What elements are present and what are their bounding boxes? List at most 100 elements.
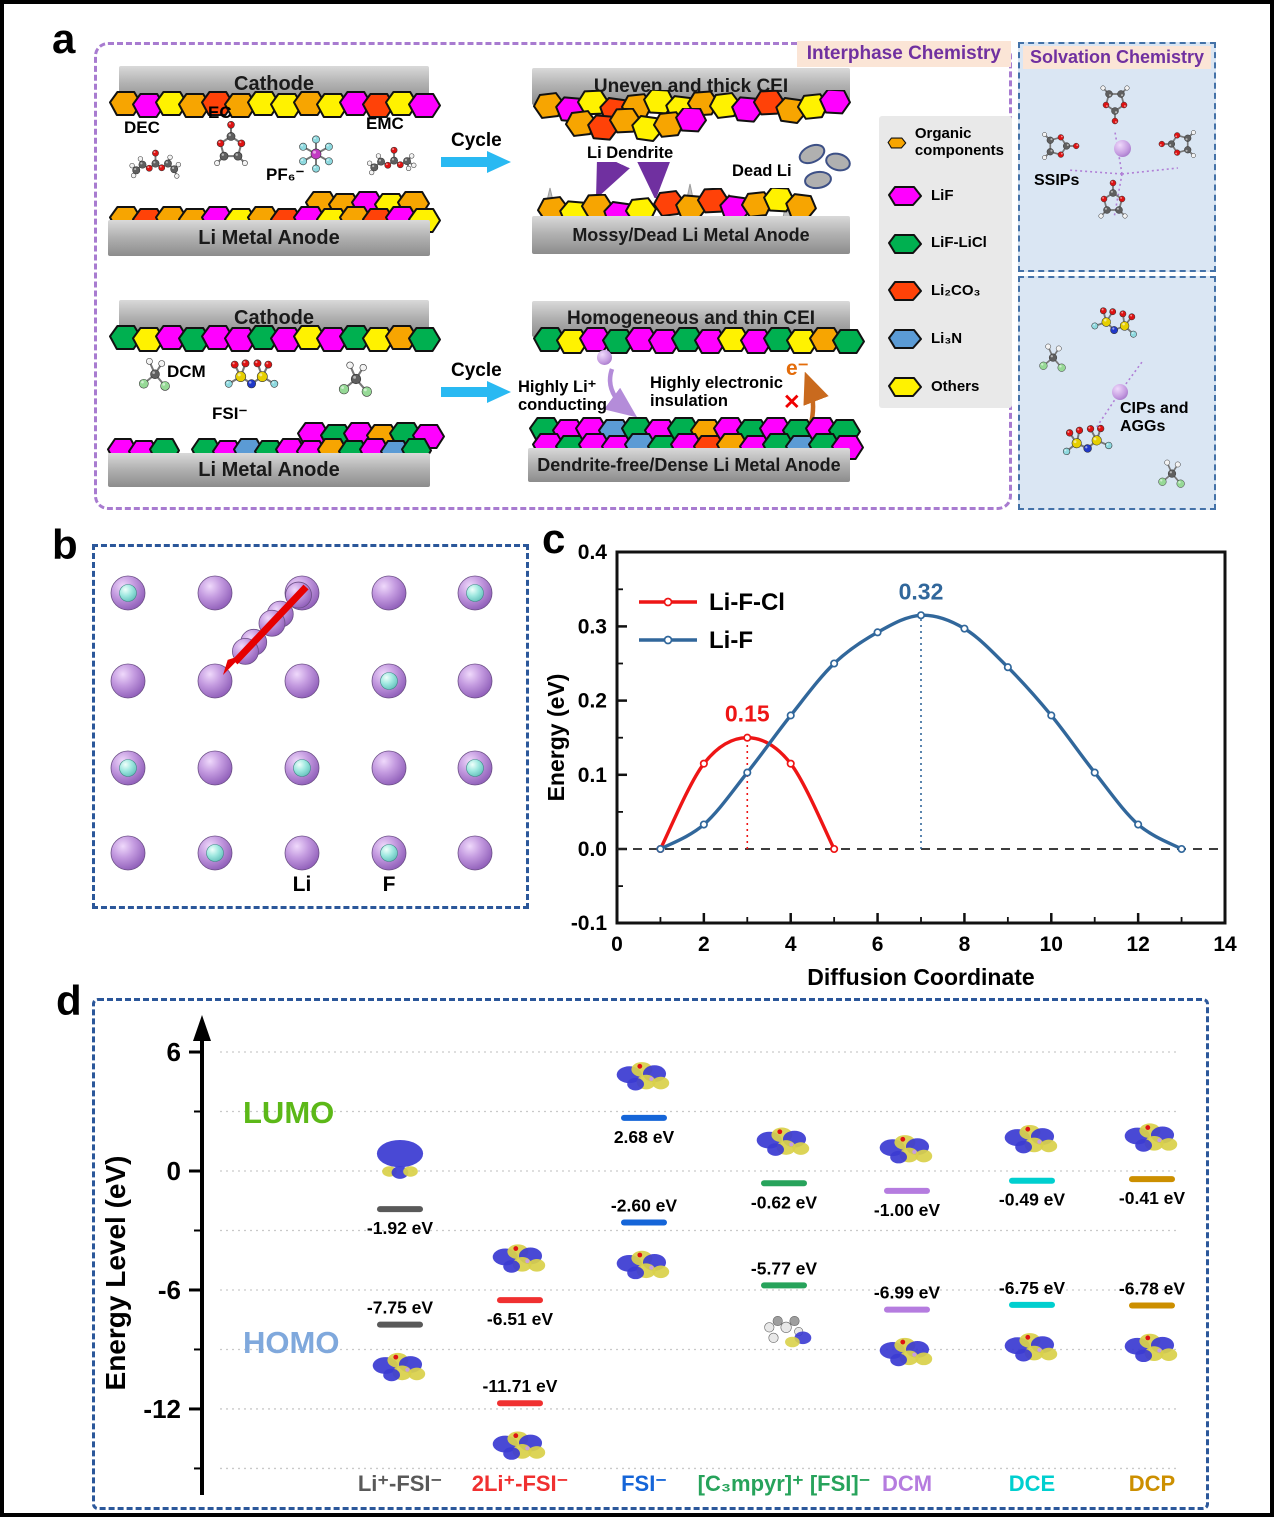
- column-6: -0.49 eV -6.75 eV DCE: [999, 1124, 1065, 1496]
- cip-dcm-right-image: [1144, 452, 1200, 500]
- interphase-header: Interphase Chemistry: [796, 41, 1011, 67]
- legend-item: Li₂CO₃: [887, 280, 1004, 302]
- svg-text:-12: -12: [143, 1394, 181, 1424]
- svg-text:-0.49 eV: -0.49 eV: [999, 1190, 1065, 1210]
- svg-text:0: 0: [167, 1156, 181, 1186]
- diffusion-energy-chart: -0.1 0.0 0.1 0.2 0.3 0.4 0 2 4 6 8 10 12 14 Diffusion …: [544, 541, 1237, 990]
- legend-item: Li₃N: [887, 328, 1004, 350]
- legend-label: LiF: [931, 186, 954, 204]
- cycle-arrow-bottom-icon: [441, 381, 511, 403]
- cips-label: CIPs and AGGs: [1120, 400, 1189, 435]
- svg-text:Energy (eV): Energy (eV): [544, 674, 569, 802]
- energy-level-chart: 6 0 -6 -12 Energy Level (eV) LUMO HOMO -1.92 eV…: [100, 1015, 1185, 1496]
- svg-text:[C₃mpyr]⁺ [FSI]⁻: [C₃mpyr]⁺ [FSI]⁻: [698, 1471, 871, 1496]
- svg-text:-6.78 eV: -6.78 eV: [1119, 1278, 1185, 1298]
- anode-label: Li Metal Anode: [198, 226, 340, 249]
- cathode-label-bottom: Cathode: [234, 306, 314, 329]
- ec-molecule-image: [200, 119, 262, 177]
- li-atom: [371, 750, 407, 786]
- li-ion-sphere: [597, 350, 612, 365]
- svg-text:0.3: 0.3: [578, 615, 607, 638]
- fsi-molecule-image: [204, 349, 299, 409]
- svg-text:Li⁺-FSI⁻: Li⁺-FSI⁻: [358, 1471, 442, 1496]
- ssip-ec-right-image: [1152, 120, 1210, 168]
- svg-text:2: 2: [698, 933, 710, 956]
- svg-text:Energy Level (eV): Energy Level (eV): [100, 1156, 131, 1391]
- li-atom: [284, 663, 320, 699]
- svg-text:-2.60 eV: -2.60 eV: [611, 1196, 677, 1216]
- anode-label-bottom: Li Metal Anode: [198, 458, 340, 481]
- blocked-x-icon: ✕: [783, 391, 801, 414]
- dec-molecule-image: [117, 136, 195, 188]
- column-3: 2.68 eV -2.60 eV FSI⁻: [611, 1062, 677, 1496]
- column-7: -0.41 eV -6.78 eV DCP: [1119, 1123, 1185, 1496]
- homog-cei-particles: [532, 324, 868, 359]
- ssip-li-sphere: [1114, 140, 1131, 157]
- cip-li-sphere: [1112, 384, 1128, 400]
- legend-item: LiF-LiCl: [887, 233, 1004, 255]
- svg-text:-7.75 eV: -7.75 eV: [367, 1298, 433, 1318]
- svg-text:2.68 eV: 2.68 eV: [614, 1127, 675, 1147]
- anode-bar-top: Li Metal Anode: [108, 220, 430, 256]
- dense-anode-label: Dendrite-free/Dense Li Metal Anode: [537, 454, 841, 475]
- li-atom: [197, 663, 233, 699]
- uneven-cei-label: Uneven and thick CEI: [593, 75, 789, 97]
- svg-text:DCE: DCE: [1009, 1471, 1055, 1496]
- legend-item: LiF: [887, 185, 1004, 207]
- legend-label: Others: [931, 377, 980, 395]
- li-atom: [110, 663, 146, 699]
- svg-text:8: 8: [959, 933, 971, 956]
- li-atom: [197, 750, 233, 786]
- panel-b-label: b: [52, 521, 78, 568]
- homogeneous-cei-label: Homogeneous and thin CEI: [566, 308, 816, 329]
- cathode-label: Cathode: [234, 73, 314, 95]
- uneven-cei-particles-2: [564, 108, 710, 143]
- svg-text:FSI⁻: FSI⁻: [621, 1471, 667, 1496]
- diffusion-arrow: [223, 584, 309, 675]
- emc-molecule-image: [352, 132, 434, 184]
- svg-text:4: 4: [785, 933, 797, 956]
- svg-text:Diffusion Coordinate: Diffusion Coordinate: [807, 964, 1034, 990]
- electronic-insulation-label: Highly electronic insulation: [650, 374, 783, 411]
- svg-text:Li-F: Li-F: [709, 627, 753, 654]
- uneven-cei-particles-1: [532, 90, 854, 125]
- li-conducting-label: Highly Li⁺ conducting: [518, 378, 607, 415]
- svg-text:-6: -6: [158, 1275, 181, 1305]
- column-1: -1.92 eV -7.75 eV Li⁺-FSI⁻: [358, 1139, 442, 1496]
- svg-text:10: 10: [1040, 933, 1063, 956]
- svg-text:6: 6: [872, 933, 884, 956]
- interphase-legend: Organic components LiF LiF-LiCl Li₂CO₃ Li₃N O…: [879, 116, 1012, 408]
- ssip-ec-top-image: [1084, 76, 1146, 126]
- column-5: -1.00 eV -6.99 eV DCM: [874, 1135, 940, 1496]
- lattice-panel: Li F: [92, 544, 529, 909]
- svg-text:0.4: 0.4: [578, 541, 608, 564]
- svg-text:-0.41 eV: -0.41 eV: [1119, 1188, 1185, 1208]
- svg-text:-6.99 eV: -6.99 eV: [874, 1283, 940, 1303]
- cip-fsi-bottom-image: [1038, 416, 1136, 472]
- li-atom: [110, 835, 146, 871]
- series-li-f: [656, 611, 1186, 854]
- cei-particles-top: [108, 88, 444, 123]
- column-4: -0.62 eV -5.77 eV [C₃mpyr]⁺ [FSI]⁻: [698, 1127, 871, 1496]
- panel-d-label: d: [56, 977, 82, 1024]
- mossy-anode-label: Mossy/Dead Li Metal Anode: [572, 224, 810, 245]
- legend-item: Organic components: [887, 125, 1004, 159]
- dcm2-molecule-image: [322, 352, 390, 412]
- cips-box: CIPs and AGGs: [1018, 276, 1216, 510]
- dense-anode-bar: Dendrite-free/Dense Li Metal Anode: [528, 448, 850, 482]
- svg-text:0.32: 0.32: [899, 578, 944, 604]
- legend-label: LiF-LiCl: [931, 234, 987, 252]
- ec-label: EC: [208, 103, 232, 122]
- lumo-label: LUMO: [243, 1095, 334, 1130]
- panel-a-label: a: [52, 15, 76, 62]
- legend-label: Li₂CO₃: [931, 282, 981, 300]
- svg-text:0.0: 0.0: [578, 838, 607, 861]
- li-atom: [284, 835, 320, 871]
- anode-bar-bottom: Li Metal Anode: [108, 453, 430, 487]
- cip-fsi-top-image: [1068, 300, 1162, 352]
- panel-c-label: c: [542, 515, 566, 562]
- pf6-molecule-image: [287, 126, 345, 182]
- li-atom: [457, 663, 493, 699]
- ssips-box: Solvation Chemistry SSIPs: [1018, 42, 1216, 272]
